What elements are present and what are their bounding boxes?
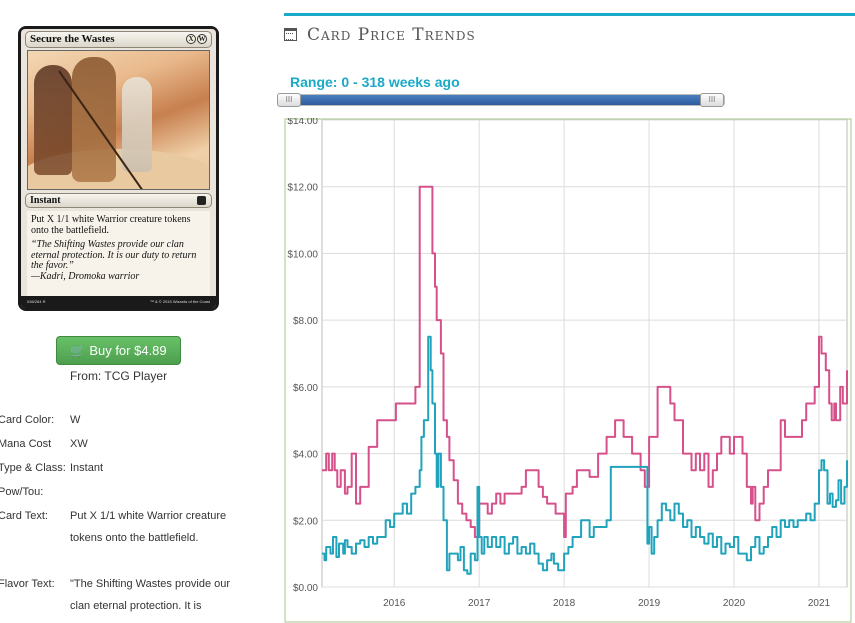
buy-button-label: Buy for $4.89 [89,343,167,358]
detail-label: Pow/Tou: [0,486,44,498]
x-tick-label: 2016 [383,598,406,609]
detail-label: Type & Class: [0,462,66,474]
card-copyright: ™ & © 2015 Wizards of the Coast [149,299,210,304]
x-tick-label: 2020 [723,598,746,609]
detail-value: W [70,414,81,426]
cart-icon: 🛒 [70,344,86,358]
y-tick-label: $4.00 [293,450,318,461]
x-tick-label: 2021 [808,598,831,609]
detail-label: Card Text: [0,510,48,522]
price-series-line-teal [322,335,848,575]
y-tick-label: $2.00 [293,516,318,527]
range-label: Range: 0 - 318 weeks ago [290,74,460,90]
x-tick-label: 2018 [553,598,576,609]
card-title-bar: Secure the Wastes X W [25,31,212,48]
set-symbol-icon [197,196,206,205]
card-mana-cost: X W [186,34,207,44]
chart-frame [284,118,852,623]
buy-button[interactable]: 🛒 Buy for $4.89 [56,336,181,365]
range-slider-handle-end[interactable]: III [700,93,724,107]
card-frame: Secure the Wastes X W Instant Put X 1/1 … [21,29,216,308]
card-rules-text: Put X 1/1 white Warrior creature tokens … [31,214,191,236]
card-name: Secure the Wastes [30,33,115,45]
card-type-line: Instant [25,193,212,208]
range-slider-fill[interactable] [292,95,712,105]
y-tick-label: $14.00 [287,118,318,127]
detail-value: Put X 1/1 white Warrior creature tokens … [70,510,227,544]
detail-value: Instant [70,462,104,474]
calendar-icon [284,28,297,41]
detail-label: Card Color: [0,414,55,426]
x-tick-label: 2017 [468,598,491,609]
detail-value: XW [70,438,88,450]
buy-source: From: TCG Player [69,369,168,383]
card-type: Instant [30,195,61,206]
y-tick-label: $6.00 [293,383,318,394]
detail-label: Flavor Text: [0,578,55,590]
price-chart: $0.00 $2.00 $4.00 $6.00 $8.00 $10.00 $12.00 $14… [284,118,852,623]
x-tick-label: 2019 [638,598,661,609]
y-tick-label: $12.00 [287,183,318,194]
panel-title-text: Card Price Trends [307,25,476,45]
detail-value: "The Shifting Wastes provide our clan et… [70,578,231,612]
y-tick-label: $0.00 [293,583,318,594]
range-slider-handle-start[interactable]: III [277,93,301,107]
card-text-box: Put X 1/1 white Warrior creature tokens … [27,211,210,301]
card-flavor-attribution: —Kadri, Dromoka warrior [31,270,140,282]
card-image: Secure the Wastes X W Instant Put X 1/1 … [18,26,219,311]
y-tick-label: $10.00 [287,249,318,260]
card-footer: 036/264 R ™ & © 2015 Wizards of the Coas… [21,296,216,308]
y-tick-label: $8.00 [293,316,318,327]
card-collector-number: 036/264 R [27,299,46,304]
card-flavor-text: “The Shifting Wastes provide our clan et… [31,239,197,271]
detail-label: Mana Cost [0,438,52,450]
mana-symbol-w: W [197,34,207,44]
mana-symbol-x: X [186,34,196,44]
card-artwork [27,50,210,190]
panel-accent-line [284,13,855,16]
panel-title: Card Price Trends [284,25,476,45]
price-series-line-pink [322,185,848,538]
